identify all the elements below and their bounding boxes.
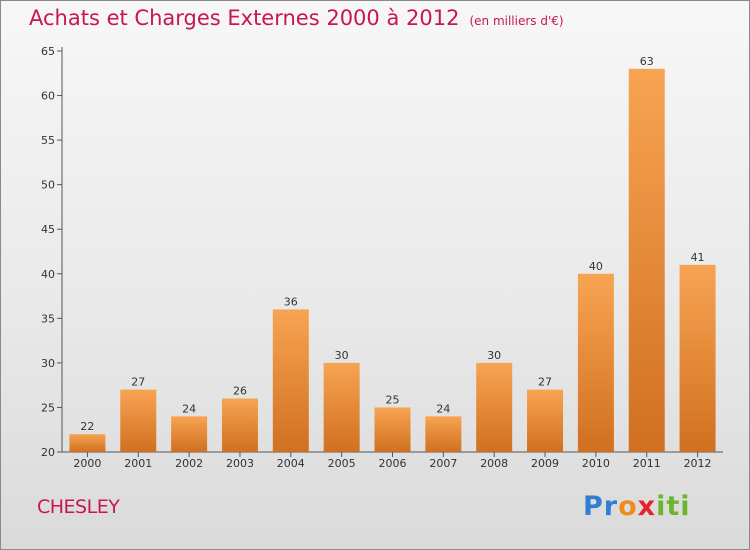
chart-title-text: Achats et Charges Externes 2000 à 2012 bbox=[29, 6, 460, 30]
bar bbox=[69, 434, 106, 452]
data-label: 30 bbox=[335, 349, 349, 362]
logo-part-3: x bbox=[637, 491, 657, 522]
y-tick-label: 30 bbox=[41, 357, 55, 370]
y-tick-label: 35 bbox=[41, 312, 55, 325]
data-label: 40 bbox=[589, 260, 603, 273]
data-label: 26 bbox=[233, 385, 247, 398]
bar bbox=[577, 273, 614, 452]
data-label: 30 bbox=[487, 349, 501, 362]
x-tick-label: 2010 bbox=[582, 457, 610, 470]
proxiti-logo: Proxiti bbox=[583, 491, 691, 522]
bar bbox=[679, 264, 716, 452]
y-tick-label: 20 bbox=[41, 446, 55, 459]
x-tick-label: 2006 bbox=[379, 457, 407, 470]
data-label: 63 bbox=[640, 55, 654, 68]
data-label: 36 bbox=[284, 295, 298, 308]
y-tick-label: 65 bbox=[41, 45, 55, 58]
bar bbox=[323, 362, 360, 452]
x-tick-label: 2011 bbox=[633, 457, 661, 470]
bar bbox=[628, 68, 665, 453]
y-tick-label: 25 bbox=[41, 401, 55, 414]
y-tick-label: 45 bbox=[41, 223, 55, 236]
data-label: 22 bbox=[80, 420, 94, 433]
data-label: 24 bbox=[182, 402, 196, 415]
x-tick-label: 2008 bbox=[480, 457, 508, 470]
x-tick-label: 2009 bbox=[531, 457, 559, 470]
logo-part-2: o bbox=[618, 491, 638, 522]
bar-chart: 20 25 30 35 40 45 50 55 60 65 22 2000 27 2001 24 2002 26… bbox=[41, 45, 723, 470]
x-tick-label: 2007 bbox=[429, 457, 457, 470]
bar bbox=[221, 398, 258, 452]
logo-part-4: iti bbox=[656, 491, 691, 522]
y-tick-label: 50 bbox=[41, 179, 55, 192]
data-label: 27 bbox=[131, 376, 145, 389]
bar bbox=[374, 407, 411, 452]
chart-subtitle: (en milliers d'€) bbox=[469, 14, 564, 28]
x-tick-label: 2000 bbox=[73, 457, 101, 470]
bar bbox=[272, 309, 309, 452]
bar bbox=[171, 416, 208, 452]
data-label: 41 bbox=[691, 251, 705, 264]
logo-part-1: Pr bbox=[583, 491, 619, 522]
data-label: 25 bbox=[386, 393, 400, 406]
data-label: 27 bbox=[538, 376, 552, 389]
bar bbox=[120, 389, 157, 452]
y-tick-label: 60 bbox=[41, 90, 55, 103]
bar bbox=[527, 389, 564, 452]
x-tick-label: 2005 bbox=[328, 457, 356, 470]
data-label: 24 bbox=[436, 402, 450, 415]
x-tick-label: 2003 bbox=[226, 457, 254, 470]
x-tick-label: 2001 bbox=[124, 457, 152, 470]
x-tick-label: 2004 bbox=[277, 457, 305, 470]
chart-title: Achats et Charges Externes 2000 à 2012 (e… bbox=[29, 6, 564, 30]
y-tick-label: 55 bbox=[41, 134, 55, 147]
bar bbox=[476, 362, 513, 452]
y-tick-label: 40 bbox=[41, 268, 55, 281]
commune-name: CHESLEY bbox=[37, 496, 120, 518]
x-tick-label: 2002 bbox=[175, 457, 203, 470]
x-tick-label: 2012 bbox=[684, 457, 712, 470]
bar bbox=[425, 416, 462, 452]
